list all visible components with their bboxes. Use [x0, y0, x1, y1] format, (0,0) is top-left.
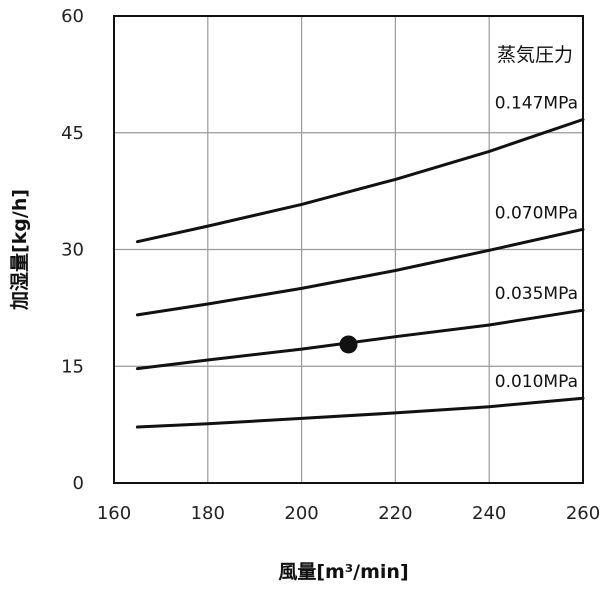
y-tick-label: 60: [61, 6, 84, 27]
x-tick-label: 200: [284, 503, 318, 524]
x-tick-label: 220: [378, 503, 412, 524]
series-line: [135, 227, 585, 317]
series-line: [135, 308, 585, 371]
y-tick-label: 15: [61, 356, 84, 377]
y-tick-label: 45: [61, 123, 84, 144]
x-axis-title: 風量[m³/min]: [278, 561, 408, 583]
y-tick-label: 0: [73, 473, 84, 494]
series-line: [135, 396, 585, 429]
legend-title: 蒸気圧力: [497, 44, 573, 66]
y-tick-labels: 0 15 30 45 60: [61, 6, 84, 494]
x-tick-label: 160: [97, 503, 131, 524]
plot-border: [113, 15, 584, 484]
series-labels: 0.147MPa 0.070MPa 0.035MPa 0.010MPa: [495, 94, 578, 393]
series-label: 0.035MPa: [495, 284, 578, 304]
series-label: 0.070MPa: [495, 203, 578, 223]
series-label: 0.147MPa: [495, 94, 578, 114]
x-tick-label: 180: [191, 503, 225, 524]
operating-point-marker: [339, 335, 358, 354]
series-label: 0.010MPa: [495, 372, 578, 392]
series-line: [135, 118, 585, 244]
grid-lines: [114, 16, 583, 483]
x-tick-label: 260: [566, 503, 600, 524]
x-tick-labels: 160 180 200 220 240 260: [97, 503, 600, 524]
y-tick-label: 30: [61, 240, 84, 261]
x-tick-label: 240: [472, 503, 506, 524]
y-axis-title: 加湿量[kg/h]: [9, 189, 31, 311]
